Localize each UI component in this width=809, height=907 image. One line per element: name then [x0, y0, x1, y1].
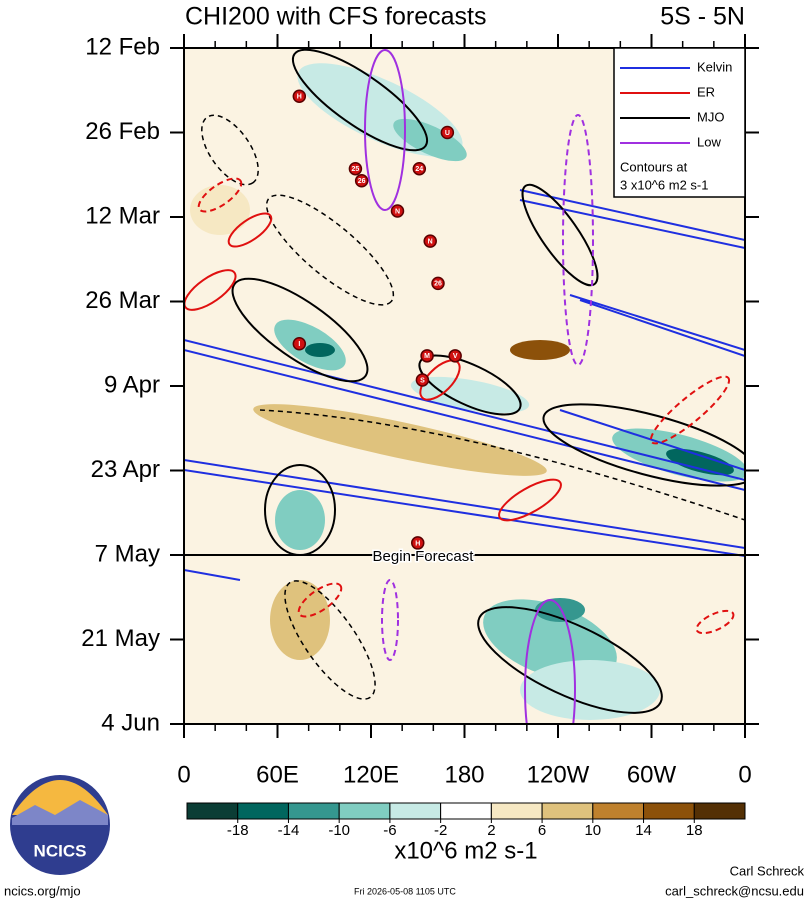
colorbar-swatch [693, 802, 746, 820]
storm-marker [390, 204, 405, 218]
storm-label: 26 [358, 178, 366, 185]
colorbar-tick-label: -6 [383, 822, 396, 839]
colorbar-swatch [440, 802, 492, 820]
storm-label: M [424, 353, 430, 360]
x-tick-label: 120E [343, 761, 399, 788]
colorbar-tick-label: -2 [434, 822, 447, 839]
storm-marker [423, 234, 437, 248]
colorbar-label: x10^6 m2 s-1 [394, 837, 537, 864]
storm-label: H [415, 540, 420, 547]
storm-label: U [445, 130, 450, 137]
colorbar-swatch [338, 802, 391, 820]
y-tick-label: 12 Feb [85, 33, 160, 60]
x-tick-label: 180 [444, 761, 484, 788]
legend-note: Contours at [620, 159, 688, 174]
x-tick-label: 60E [256, 761, 299, 788]
storm-marker [411, 536, 425, 550]
colorbar-tick-label: -14 [278, 822, 300, 839]
y-tick-label: 23 Apr [91, 456, 160, 483]
legend-label: MJO [697, 109, 724, 124]
storm-label: S [420, 377, 425, 384]
logo-text: NCICS [34, 841, 87, 860]
storm-label: 24 [415, 166, 423, 173]
colorbar-tick-label: -18 [227, 822, 249, 839]
x-tick-label: 120W [527, 761, 590, 788]
storm-marker [412, 161, 427, 176]
colorbar-tick-label: 6 [538, 822, 546, 839]
forecast-label: Begin Forecast [373, 548, 475, 565]
colorbar-tick-label: 18 [686, 822, 703, 839]
y-tick-label: 26 Mar [85, 287, 160, 314]
colorbar-swatch [592, 802, 645, 820]
storm-marker [431, 276, 445, 291]
footer-timestamp: Fri 2026-05-08 1105 UTC [354, 886, 456, 896]
storm-label: 26 [434, 281, 442, 288]
colorbar-swatch [541, 802, 594, 820]
storm-label: N [395, 208, 400, 215]
legend-note: 3 x10^6 m2 s-1 [620, 177, 708, 192]
storm-marker [440, 125, 455, 140]
storm-marker [348, 161, 363, 176]
colorbar-tick-label: 14 [635, 822, 652, 839]
storm-label: H [297, 94, 302, 101]
logo: NCICS [10, 775, 110, 875]
colorbar-swatch [389, 802, 442, 820]
legend-label: Kelvin [697, 59, 732, 74]
footer-email: carl_schreck@ncsu.edu [665, 883, 804, 898]
x-tick-label: 0 [738, 761, 751, 788]
colorbar-swatch [186, 802, 239, 820]
x-tick-label: 0 [177, 761, 190, 788]
storm-marker [420, 349, 434, 363]
y-tick-label: 12 Mar [85, 202, 160, 229]
storm-label: N [428, 238, 433, 245]
region-label: 5S - 5N [660, 3, 745, 31]
storm-label: V [453, 353, 458, 360]
legend-label: ER [697, 84, 715, 99]
colorbar-tick-label: 2 [487, 822, 495, 839]
legend-label: Low [697, 134, 721, 149]
x-tick-label: 60W [627, 761, 677, 788]
colorbar-tick-label: 10 [584, 822, 601, 839]
storm-label: 25 [352, 166, 360, 173]
storm-marker [448, 349, 462, 363]
footer-author: Carl Schreck [730, 863, 805, 878]
footer-url: ncics.org/mjo [4, 883, 81, 898]
y-tick-label: 26 Feb [85, 118, 160, 145]
legend-box [613, 47, 746, 198]
chart-title: CHI200 with CFS forecasts [185, 3, 487, 31]
storm-label: I [298, 341, 300, 348]
y-tick-label: 21 May [81, 625, 160, 652]
storm-marker [354, 174, 369, 188]
colorbar-swatch [237, 802, 289, 820]
colorbar-swatch [490, 802, 543, 820]
storm-marker [292, 337, 307, 351]
colorbar-swatch [643, 802, 695, 820]
y-tick-label: 7 May [95, 540, 160, 567]
y-tick-label: 4 Jun [101, 709, 160, 736]
y-tick-label: 9 Apr [104, 371, 160, 398]
storm-marker [292, 89, 307, 104]
storm-marker [415, 373, 430, 387]
colorbar-tick-label: -10 [328, 822, 350, 839]
colorbar-swatch [287, 802, 340, 820]
